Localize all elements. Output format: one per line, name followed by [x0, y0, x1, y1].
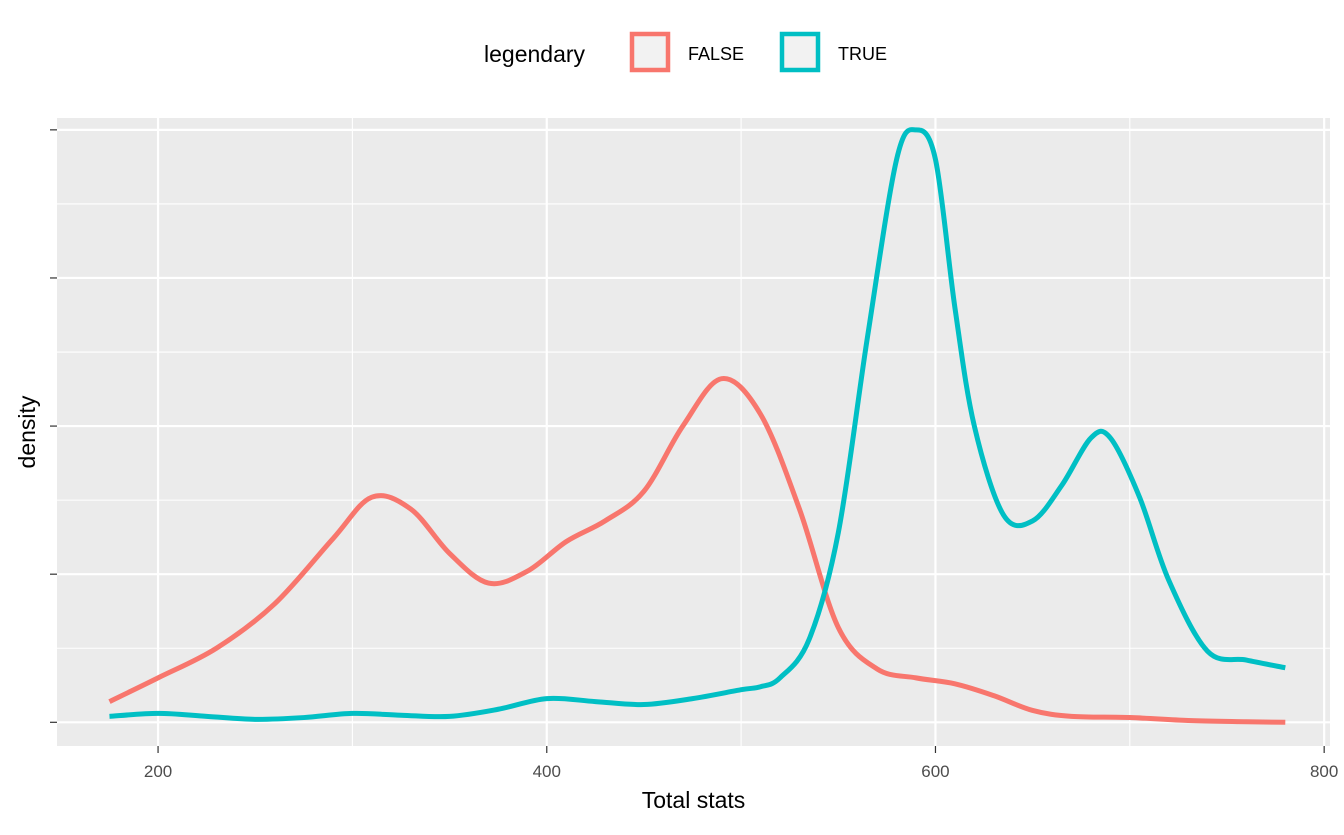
series-line-true: [109, 127, 1286, 722]
y-axis-title: density: [14, 395, 40, 468]
legend-label-true: TRUE: [838, 44, 887, 64]
axes: 200 400 600 800 Total stats density: [14, 129, 1338, 813]
legend-item-true: TRUE: [779, 31, 887, 73]
legend-title: legendary: [484, 41, 586, 67]
x-tick-label: 200: [144, 762, 172, 781]
plot-panel: [57, 118, 1330, 746]
series-line-false: [108, 376, 1286, 725]
x-tick-label: 600: [921, 762, 949, 781]
x-axis-title: Total stats: [642, 787, 746, 813]
legend-item-false: FALSE: [629, 31, 744, 73]
x-tick-label: 800: [1310, 762, 1338, 781]
grid-lines: [57, 118, 1330, 746]
legend: legendary FALSE TRUE: [484, 31, 887, 73]
legend-key-true: [779, 31, 821, 73]
legend-label-false: FALSE: [688, 44, 744, 64]
series-lines: [108, 127, 1286, 725]
legend-key-false: [629, 31, 671, 73]
x-tick-label: 400: [533, 762, 561, 781]
